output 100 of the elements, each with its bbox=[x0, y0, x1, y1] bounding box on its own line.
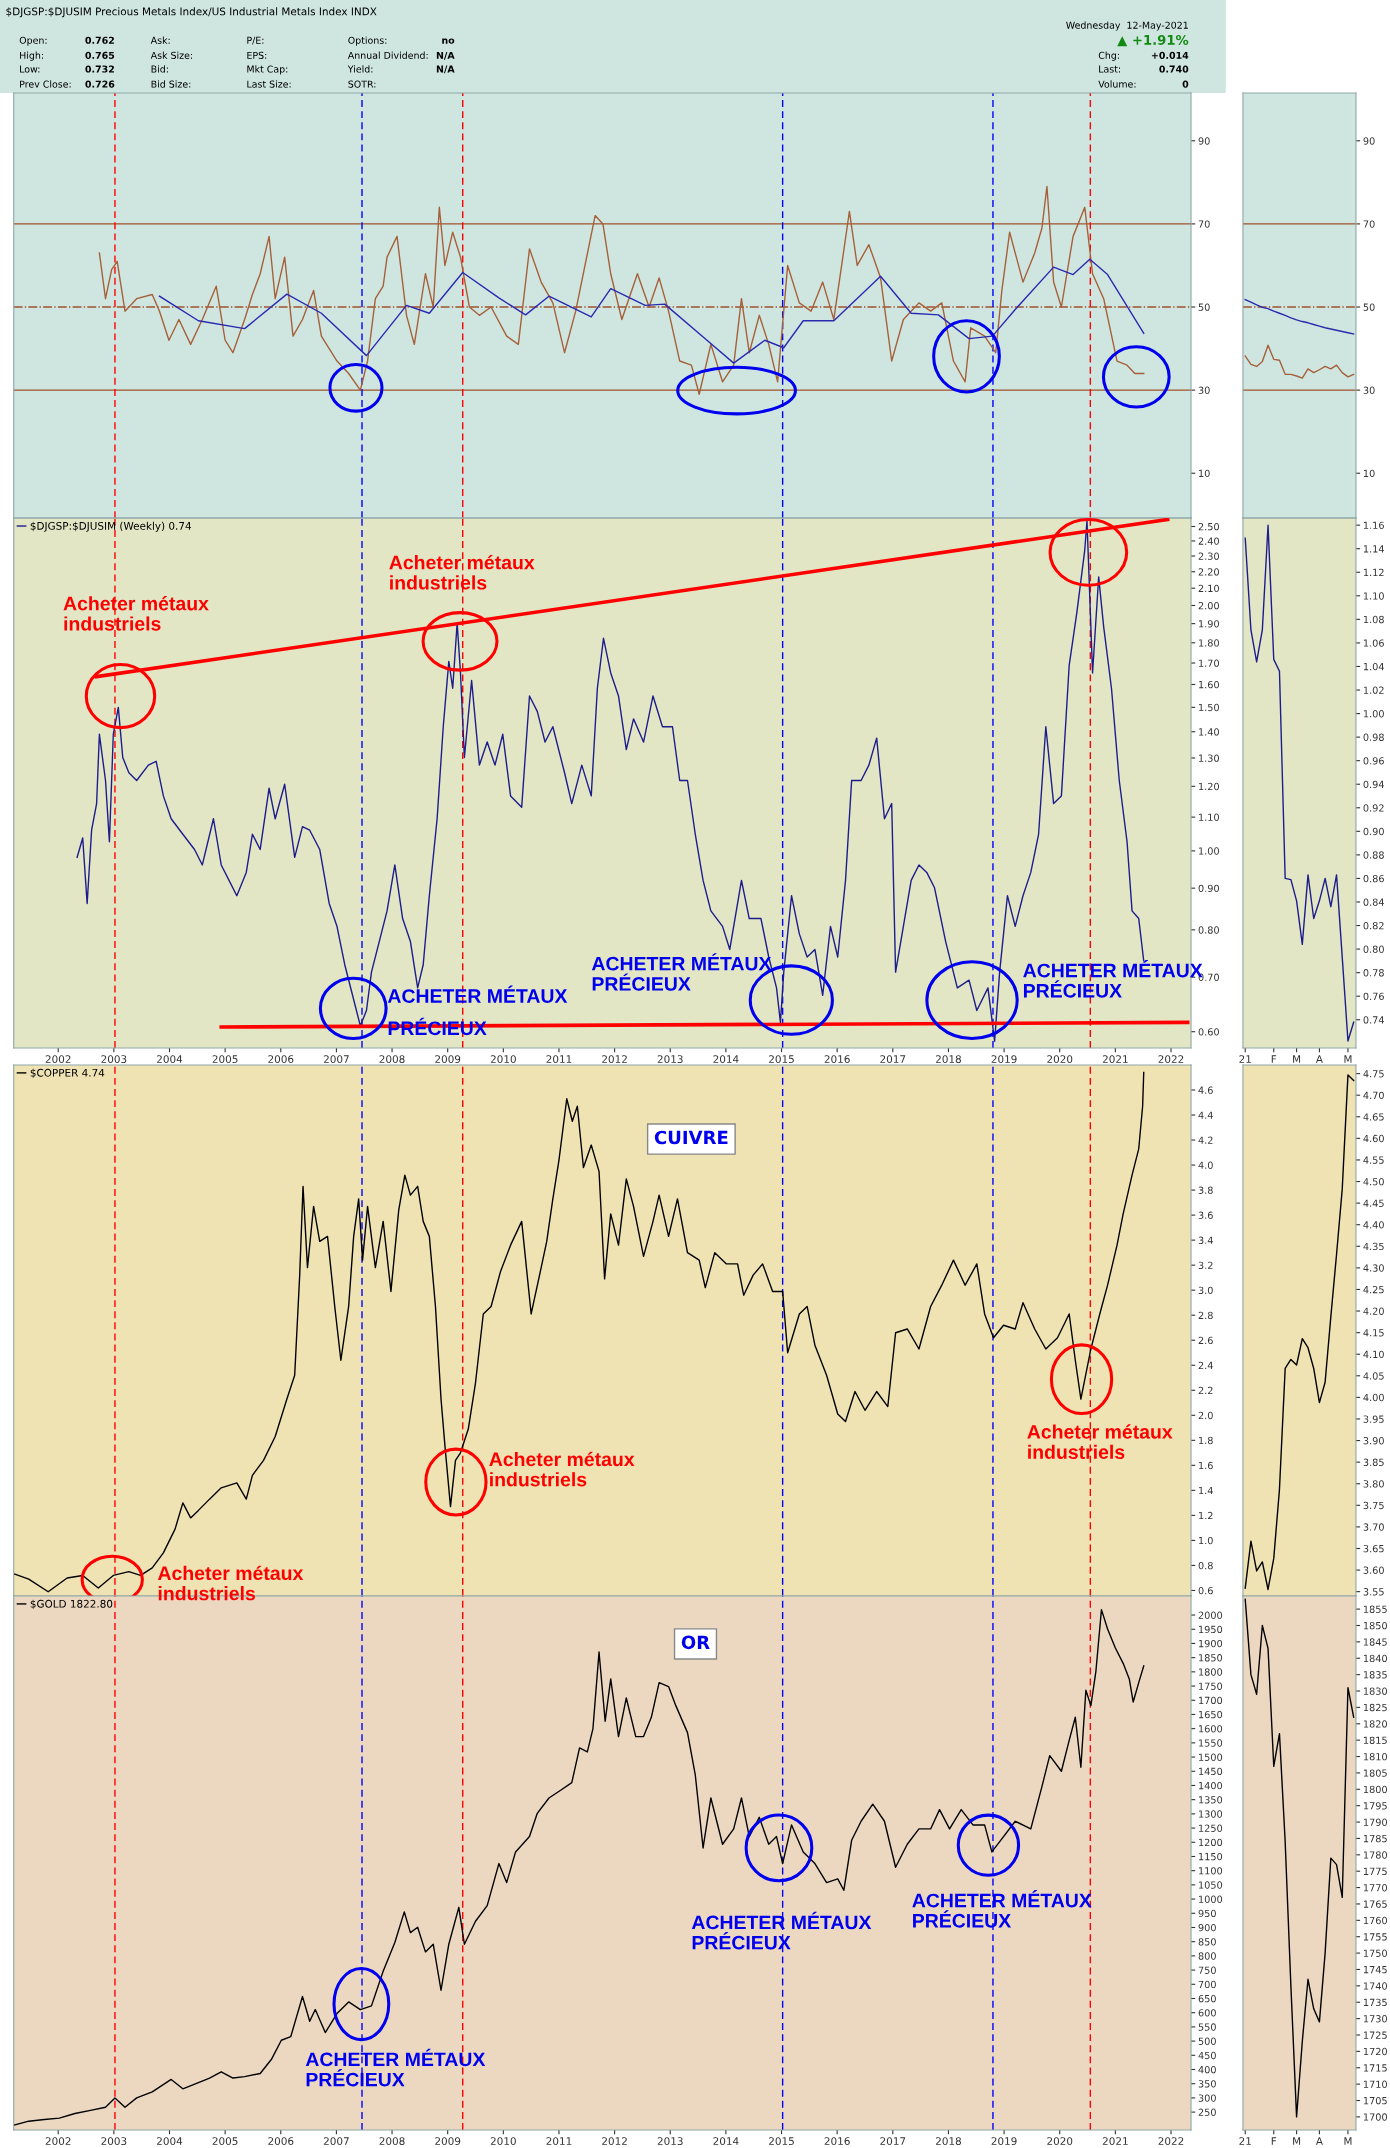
text: 0.726 bbox=[85, 80, 115, 88]
y-tick-label: 1.10 bbox=[1199, 813, 1219, 821]
y-tick-label: 2.50 bbox=[1198, 522, 1219, 531]
y-tick-label: 4.00 bbox=[1363, 1393, 1384, 1402]
y-tick-label: 4.30 bbox=[1363, 1264, 1384, 1272]
y-tick-label: 2.20 bbox=[1198, 568, 1219, 576]
y-tick-label: 1.20 bbox=[1199, 782, 1219, 791]
y-tick-label: 10 bbox=[1363, 469, 1375, 478]
x-tick-label: 2006 bbox=[268, 1055, 294, 1064]
annotation: ACHETER MÉTAUX PRÉCIEUX bbox=[591, 953, 772, 991]
y-tick-label: 1720 bbox=[1363, 2047, 1387, 2056]
y-tick-label: 3.85 bbox=[1363, 1458, 1384, 1466]
annotation: ACHETER MÉTAUX PRÉCIEUX bbox=[305, 2048, 486, 2087]
text: P/E: bbox=[247, 36, 264, 45]
y-tick-label: 1.00 bbox=[1199, 847, 1219, 855]
x-tick-label: F bbox=[1271, 2137, 1277, 2145]
x-tick-label: 2010 bbox=[490, 2137, 516, 2146]
y-tick-label: 1.4 bbox=[1199, 1486, 1213, 1495]
x-tick-label: 2012 bbox=[602, 2137, 627, 2146]
y-tick-label: 1.30 bbox=[1199, 754, 1219, 762]
text: Options: bbox=[348, 36, 387, 46]
y-tick-label: 350 bbox=[1198, 2080, 1216, 2088]
y-tick-label: 90 bbox=[1363, 137, 1375, 145]
text: no bbox=[442, 38, 455, 44]
y-tick-label: 2.2 bbox=[1198, 1386, 1213, 1394]
y-tick-label: 3.55 bbox=[1363, 1588, 1384, 1596]
y-tick-label: 1840 bbox=[1363, 1654, 1387, 1663]
annotation: Acheter métaux industriels bbox=[63, 595, 209, 631]
y-tick-label: 1810 bbox=[1363, 1753, 1387, 1761]
y-tick-label: 3.8 bbox=[1198, 1186, 1213, 1194]
y-tick-label: 500 bbox=[1198, 2037, 1216, 2045]
y-tick-label: 1200 bbox=[1199, 1838, 1223, 1847]
x-tick-label: 2015 bbox=[769, 2137, 794, 2146]
y-tick-label: 1.50 bbox=[1199, 703, 1219, 712]
text: N/A bbox=[436, 65, 455, 74]
x-tick-label: 2007 bbox=[323, 1055, 349, 1064]
text: Yield: bbox=[347, 65, 373, 73]
y-tick-label: 1950 bbox=[1199, 1625, 1223, 1634]
y-tick-label: 4.40 bbox=[1363, 1221, 1384, 1229]
annotation: ACHETER MÉTAUX PRÉCIEUX bbox=[691, 1911, 872, 1950]
x-tick-label: 2002 bbox=[45, 1055, 71, 1064]
y-tick-label: 1700 bbox=[1363, 2113, 1387, 2121]
legend-label: $COPPER 4.74 bbox=[30, 1068, 105, 1079]
y-tick-label: 2.10 bbox=[1198, 584, 1219, 593]
y-tick-label: 2.00 bbox=[1198, 601, 1219, 610]
y-tick-label: 1710 bbox=[1363, 2080, 1387, 2088]
y-tick-label: 0.80 bbox=[1198, 926, 1219, 934]
x-tick-label: 2007 bbox=[323, 2137, 349, 2146]
y-tick-label: 1.80 bbox=[1199, 639, 1219, 647]
y-tick-label: 750 bbox=[1198, 1966, 1216, 1974]
y-tick-label: 1830 bbox=[1363, 1687, 1387, 1695]
y-tick-label: 50 bbox=[1363, 303, 1375, 311]
y-tick-label: 1820 bbox=[1363, 1720, 1387, 1728]
y-tick-label: 1705 bbox=[1363, 2096, 1387, 2105]
x-tick-label: 2021 bbox=[1102, 1055, 1128, 1064]
text: 0 bbox=[1182, 80, 1189, 88]
text: Open: bbox=[19, 36, 47, 46]
x-tick-label: 2019 bbox=[991, 2137, 1017, 2146]
y-tick-label: 900 bbox=[1198, 1923, 1216, 1932]
y-tick-label: 0.84 bbox=[1363, 898, 1384, 906]
y-tick-label: 0.96 bbox=[1363, 757, 1384, 765]
y-tick-label: 4.10 bbox=[1363, 1350, 1384, 1359]
annotation: Acheter métaux industriels bbox=[389, 554, 535, 590]
y-tick-label: 0.82 bbox=[1363, 922, 1384, 930]
y-tick-label: 1000 bbox=[1199, 1895, 1223, 1903]
text: CUIVRE bbox=[654, 1130, 728, 1145]
y-tick-label: 3.95 bbox=[1363, 1415, 1384, 1423]
y-tick-label: 550 bbox=[1198, 2023, 1216, 2031]
y-tick-label: 400 bbox=[1198, 2065, 1216, 2074]
y-tick-label: 650 bbox=[1198, 1994, 1216, 2003]
y-tick-label: 10 bbox=[1199, 469, 1210, 478]
y-tick-label: 1.2 bbox=[1199, 1511, 1213, 1520]
y-tick-label: 1745 bbox=[1363, 1966, 1387, 1974]
y-tick-label: 1850 bbox=[1363, 1621, 1387, 1630]
x-tick-label: 2018 bbox=[935, 1055, 961, 1064]
x-tick-label: 2011 bbox=[546, 1055, 572, 1064]
y-tick-label: 1650 bbox=[1199, 1710, 1223, 1719]
y-tick-label: 4.75 bbox=[1363, 1070, 1384, 1078]
x-tick-label: 2009 bbox=[435, 2137, 461, 2146]
y-tick-label: 1785 bbox=[1363, 1834, 1387, 1843]
x-tick-label: 2008 bbox=[379, 2137, 405, 2146]
y-tick-label: 600 bbox=[1198, 2009, 1216, 2017]
y-tick-label: 1.10 bbox=[1363, 592, 1384, 600]
x-tick-label: 2016 bbox=[824, 1055, 850, 1064]
y-tick-label: 0.94 bbox=[1363, 780, 1384, 789]
y-tick-label: 1715 bbox=[1363, 2064, 1387, 2072]
y-tick-label: 1.6 bbox=[1199, 1461, 1213, 1470]
x-tick-label: 2014 bbox=[713, 2137, 739, 2146]
y-tick-label: 1.8 bbox=[1199, 1436, 1213, 1445]
x-tick-label: 2013 bbox=[657, 2137, 683, 2146]
y-tick-label: 4.15 bbox=[1363, 1329, 1384, 1337]
y-tick-label: 3.2 bbox=[1198, 1261, 1213, 1269]
text: 0.732 bbox=[85, 65, 114, 73]
x-tick-label: 2013 bbox=[657, 1055, 683, 1064]
x-tick-label: F bbox=[1271, 1055, 1277, 1063]
text: Last Size: bbox=[247, 80, 291, 88]
annotation: Acheter métaux industriels bbox=[157, 1565, 304, 1601]
legend-label: $DJGSP:$DJUSIM (Weekly) 0.74 bbox=[30, 521, 192, 532]
y-tick-label: 4.35 bbox=[1363, 1242, 1384, 1251]
x-tick-label: 2019 bbox=[991, 1055, 1017, 1064]
